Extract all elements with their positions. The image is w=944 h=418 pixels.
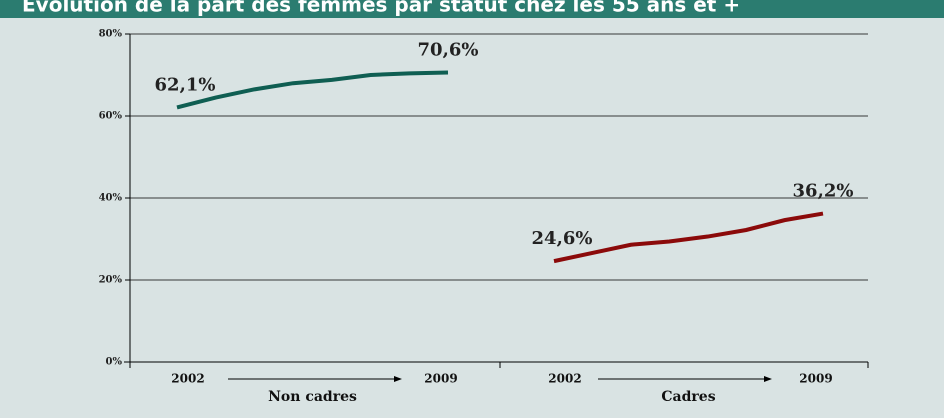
y-tick-label: 80% [99,29,123,40]
data-label: 36,2% [793,181,854,202]
data-label: 62,1% [155,74,216,95]
y-tick-label: 0% [106,357,123,368]
group-label: Non cadres [268,389,357,405]
x-tick-label: 2002 [171,372,204,386]
arrow [598,376,772,382]
y-tick-label: 40% [99,193,123,204]
header-bar [0,0,944,18]
y-tick-label: 60% [99,111,123,122]
series-line [553,211,824,264]
chart-title: Evolution de la part des femmes par stat… [22,0,740,17]
y-tick-label: 20% [99,275,123,286]
x-tick-label: 2009 [799,372,832,386]
series-line [176,70,449,110]
x-tick-label: 2002 [548,372,581,386]
x-tick-label: 2009 [424,372,457,386]
group-label: Cadres [661,389,715,405]
data-label: 70,6% [418,40,479,61]
arrow [228,376,402,382]
data-label: 24,6% [532,228,593,249]
